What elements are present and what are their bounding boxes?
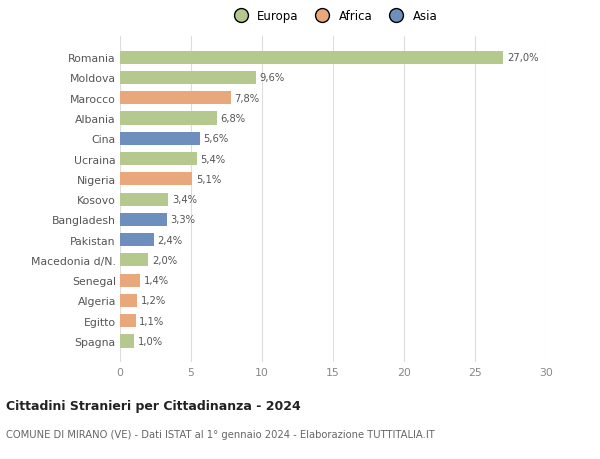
Text: 5,4%: 5,4%	[200, 154, 226, 164]
Text: 3,3%: 3,3%	[170, 215, 196, 225]
Bar	[120, 112, 217, 125]
Text: 2,0%: 2,0%	[152, 255, 177, 265]
Bar	[120, 274, 140, 287]
Bar	[120, 213, 167, 226]
Text: 5,1%: 5,1%	[196, 174, 221, 185]
Text: 27,0%: 27,0%	[507, 53, 538, 63]
Bar	[120, 193, 168, 206]
Bar	[120, 335, 134, 348]
Bar	[120, 254, 148, 267]
Bar	[120, 92, 231, 105]
Bar	[120, 153, 197, 166]
Text: Cittadini Stranieri per Cittadinanza - 2024: Cittadini Stranieri per Cittadinanza - 2…	[6, 399, 301, 412]
Text: 7,8%: 7,8%	[235, 94, 259, 104]
Text: COMUNE DI MIRANO (VE) - Dati ISTAT al 1° gennaio 2024 - Elaborazione TUTTITALIA.: COMUNE DI MIRANO (VE) - Dati ISTAT al 1°…	[6, 429, 435, 439]
Text: 1,0%: 1,0%	[138, 336, 163, 346]
Bar	[120, 133, 200, 146]
Bar	[120, 173, 193, 186]
Text: 1,4%: 1,4%	[143, 275, 169, 285]
Legend: Europa, Africa, Asia: Europa, Africa, Asia	[229, 10, 437, 23]
Bar	[120, 51, 503, 65]
Bar	[120, 314, 136, 328]
Text: 1,1%: 1,1%	[139, 316, 164, 326]
Bar	[120, 72, 256, 85]
Bar	[120, 294, 137, 308]
Text: 6,8%: 6,8%	[220, 114, 245, 124]
Bar	[120, 234, 154, 246]
Text: 5,6%: 5,6%	[203, 134, 229, 144]
Text: 3,4%: 3,4%	[172, 195, 197, 205]
Text: 9,6%: 9,6%	[260, 73, 285, 84]
Text: 2,4%: 2,4%	[158, 235, 183, 245]
Text: 1,2%: 1,2%	[140, 296, 166, 306]
